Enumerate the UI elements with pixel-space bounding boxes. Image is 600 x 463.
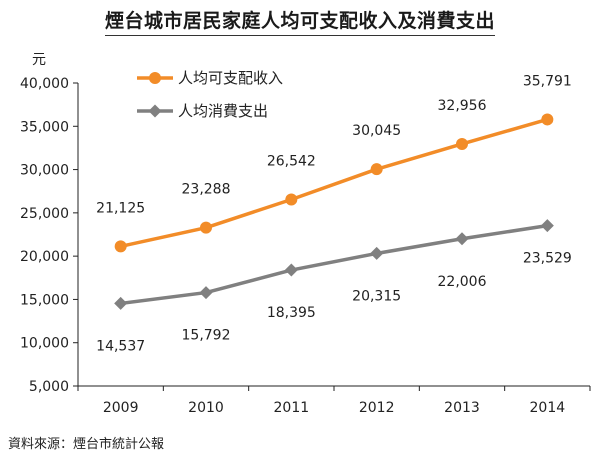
data-label: 15,792 xyxy=(182,328,231,344)
data-point xyxy=(541,113,554,126)
data-label: 23,288 xyxy=(182,182,231,198)
y-tick-label: 40,000 xyxy=(20,76,69,92)
data-label: 35,791 xyxy=(523,73,572,89)
data-label: 20,315 xyxy=(352,288,401,304)
legend-item-2: 人均消費支出 xyxy=(137,102,268,120)
x-tick-label: 2013 xyxy=(444,400,480,416)
legend-item-1: 人均可支配收入 xyxy=(137,69,283,87)
data-label: 26,542 xyxy=(267,154,316,170)
data-label: 30,045 xyxy=(352,123,401,139)
legend-marker xyxy=(149,72,161,84)
series-1: 21,125 23,288 26,542 30,045 32,956 35,791 xyxy=(96,73,572,253)
data-point xyxy=(540,219,554,233)
y-tick-label: 5,000 xyxy=(29,379,69,395)
y-tick-label: 30,000 xyxy=(20,163,69,179)
legend-label: 人均消費支出 xyxy=(178,102,268,120)
series-line xyxy=(120,117,548,249)
y-tick-label: 35,000 xyxy=(20,119,69,135)
data-point xyxy=(455,232,469,246)
data-point xyxy=(114,240,127,253)
data-point xyxy=(285,193,298,206)
data-point xyxy=(284,263,298,277)
y-tick-label: 10,000 xyxy=(20,336,69,352)
x-tick-label: 2014 xyxy=(530,400,566,416)
series-2: 14,537 15,792 18,395 20,315 22,006 23,529 xyxy=(96,219,572,354)
y-tick-label: 15,000 xyxy=(20,292,69,308)
data-point xyxy=(456,137,468,150)
y-tick-label: 20,000 xyxy=(20,249,69,265)
series-layer: 21,125 23,288 26,542 30,045 32,956 35,791 14,5… xyxy=(96,73,572,354)
source-note: 資料來源：煙台市統計公報 xyxy=(8,437,165,452)
data-label: 21,125 xyxy=(96,200,145,216)
legend-label: 人均可支配收入 xyxy=(178,69,283,87)
x-tick-label: 2009 xyxy=(103,400,139,416)
data-point xyxy=(370,163,383,176)
data-point xyxy=(199,286,213,300)
y-tick-label: 25,000 xyxy=(20,206,69,222)
data-point xyxy=(370,246,384,260)
chart-title: 煙台城市居民家庭人均可支配收入及消費支出 xyxy=(104,6,495,36)
chart-title-wrap: 煙台城市居民家庭人均可支配收入及消費支出 xyxy=(0,6,600,36)
data-label: 23,529 xyxy=(523,251,572,267)
series-line xyxy=(120,223,548,306)
legend-marker xyxy=(148,104,162,118)
data-point xyxy=(114,296,128,310)
data-label: 14,537 xyxy=(96,338,145,354)
y-axis-unit-label: 元 xyxy=(32,52,46,68)
data-label: 22,006 xyxy=(438,274,487,290)
x-axis: 2009 2010 2011 2012 2013 2014 xyxy=(77,385,591,416)
x-tick-label: 2011 xyxy=(274,400,310,416)
x-tick-label: 2012 xyxy=(359,400,395,416)
data-point xyxy=(200,221,212,234)
data-label: 18,395 xyxy=(267,305,316,321)
data-label: 32,956 xyxy=(438,98,487,114)
y-axis: 5,000 10,000 15,000 20,000 25,000 30,000 35,00… xyxy=(20,76,79,395)
x-tick-label: 2010 xyxy=(188,400,224,416)
